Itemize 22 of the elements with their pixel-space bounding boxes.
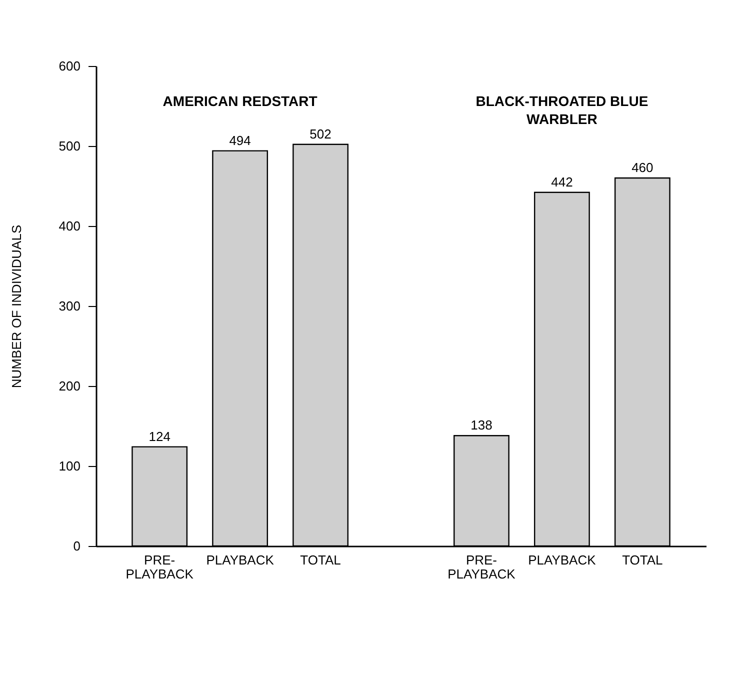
data-label: 502 bbox=[310, 126, 332, 142]
data-label: 460 bbox=[632, 160, 654, 175]
y-axis-title: NUMBER OF INDIVIDUALS bbox=[8, 224, 24, 388]
annotation: BLACK-THROATED BLUE WARBLER bbox=[476, 93, 648, 127]
y-tick-label: 600 bbox=[58, 58, 80, 74]
y-tick-label: 500 bbox=[58, 138, 80, 154]
y-tick-label: 0 bbox=[73, 538, 80, 554]
x-tick-label: TOTAL bbox=[622, 552, 663, 568]
x-tick-label: PLAYBACK bbox=[528, 552, 596, 568]
y-tick-label: 400 bbox=[58, 218, 80, 234]
data-label: 124 bbox=[148, 428, 170, 444]
x-tick-label: TOTAL bbox=[300, 552, 341, 568]
y-tick-label: 200 bbox=[58, 378, 80, 394]
x-tick-label: PLAYBACK bbox=[206, 552, 274, 568]
x-tick-label: PRE-PLAYBACK bbox=[448, 552, 516, 582]
data-label: 442 bbox=[551, 174, 573, 190]
annotation: AMERICAN REDSTART bbox=[162, 93, 318, 109]
data-label: 138 bbox=[470, 418, 492, 433]
y-tick-label: 300 bbox=[58, 298, 80, 314]
data-label: 494 bbox=[229, 132, 251, 148]
y-tick-label: 100 bbox=[58, 458, 80, 474]
x-tick-label: PRE-PLAYBACK bbox=[126, 552, 194, 582]
